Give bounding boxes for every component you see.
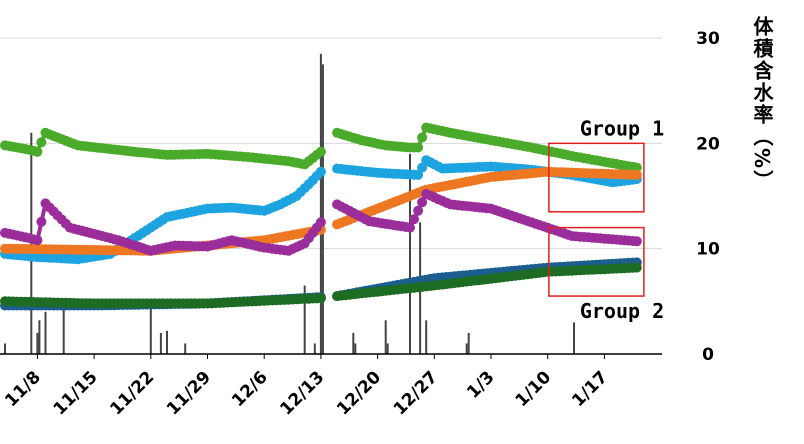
precipitation-bar <box>465 343 468 354</box>
data-point <box>32 235 43 246</box>
x-tick-label: 12/27 <box>390 367 442 419</box>
precipitation-bar <box>352 332 355 354</box>
precipitation-bar <box>62 305 65 354</box>
precipitation-bar <box>313 343 316 354</box>
precipitation-bar <box>409 153 411 354</box>
series-lines <box>0 122 642 311</box>
data-point <box>315 217 326 228</box>
precipitation-bar <box>4 343 6 354</box>
x-tick-label: 1/17 <box>568 367 612 411</box>
data-point <box>417 162 428 173</box>
series-line <box>0 122 642 173</box>
y-tick-label: 30 <box>696 29 720 49</box>
data-point <box>417 132 428 143</box>
group-annotations: Group 1 Group 2 <box>548 116 664 323</box>
y-axis-ticks: 0 10 20 30 <box>696 29 720 365</box>
precipitation-bar <box>319 53 322 355</box>
x-tick-label: 11/22 <box>106 367 158 419</box>
y-tick-label: 10 <box>696 240 720 260</box>
precipitation-bar <box>321 64 324 354</box>
data-point <box>36 137 47 148</box>
data-point <box>417 197 428 208</box>
annotation-label: Group 2 <box>580 299 664 323</box>
y-tick-label: 0 <box>702 345 714 365</box>
x-tick-label: 12/13 <box>276 367 328 419</box>
y-tick-label: 20 <box>696 134 720 154</box>
precipitation-bar <box>44 311 47 354</box>
x-tick-label: 12/6 <box>228 367 272 411</box>
data-point <box>631 262 642 273</box>
precipitation-bar <box>149 308 152 354</box>
data-point <box>631 236 642 247</box>
x-tick-label: 11/15 <box>50 367 102 419</box>
data-point <box>631 169 642 180</box>
precipitation-bar <box>573 322 575 354</box>
precipitation-bar <box>425 320 428 354</box>
annotation-label: Group 1 <box>580 116 664 140</box>
data-point <box>36 216 47 227</box>
x-tick-label: 1/10 <box>512 367 556 411</box>
series-line <box>0 262 642 309</box>
precipitation-bar <box>303 285 306 354</box>
precipitation-bar <box>159 332 162 354</box>
precipitation-bar <box>354 343 357 354</box>
annotation-box <box>548 142 645 213</box>
precipitation-bar <box>36 332 39 354</box>
data-point <box>409 214 419 225</box>
data-point <box>413 205 424 216</box>
series-line <box>0 188 642 256</box>
annotation-box <box>548 226 645 297</box>
x-axis-ticks: 11/8 11/15 11/22 11/29 12/6 12/13 12/20 12/27 1/… <box>1 354 612 419</box>
precipitation-bar <box>38 320 41 354</box>
x-tick-label: 1/3 <box>463 367 498 402</box>
data-point <box>405 222 415 233</box>
data-point <box>32 146 43 157</box>
y-axis-label: 体積含水率（%） <box>750 15 774 192</box>
data-point <box>413 142 424 153</box>
data-point <box>315 166 326 177</box>
precipitation-bar <box>184 343 187 354</box>
data-point <box>315 146 326 157</box>
data-point <box>413 169 424 180</box>
data-point <box>315 293 326 304</box>
precipitation-bar <box>166 330 168 354</box>
precipitation-bar <box>384 320 387 354</box>
x-tick-label: 12/20 <box>333 367 385 419</box>
precipitation-bar <box>467 332 470 354</box>
x-tick-label: 11/29 <box>163 367 215 419</box>
x-tick-label: 11/8 <box>1 367 45 411</box>
precipitation-bar <box>386 343 389 354</box>
